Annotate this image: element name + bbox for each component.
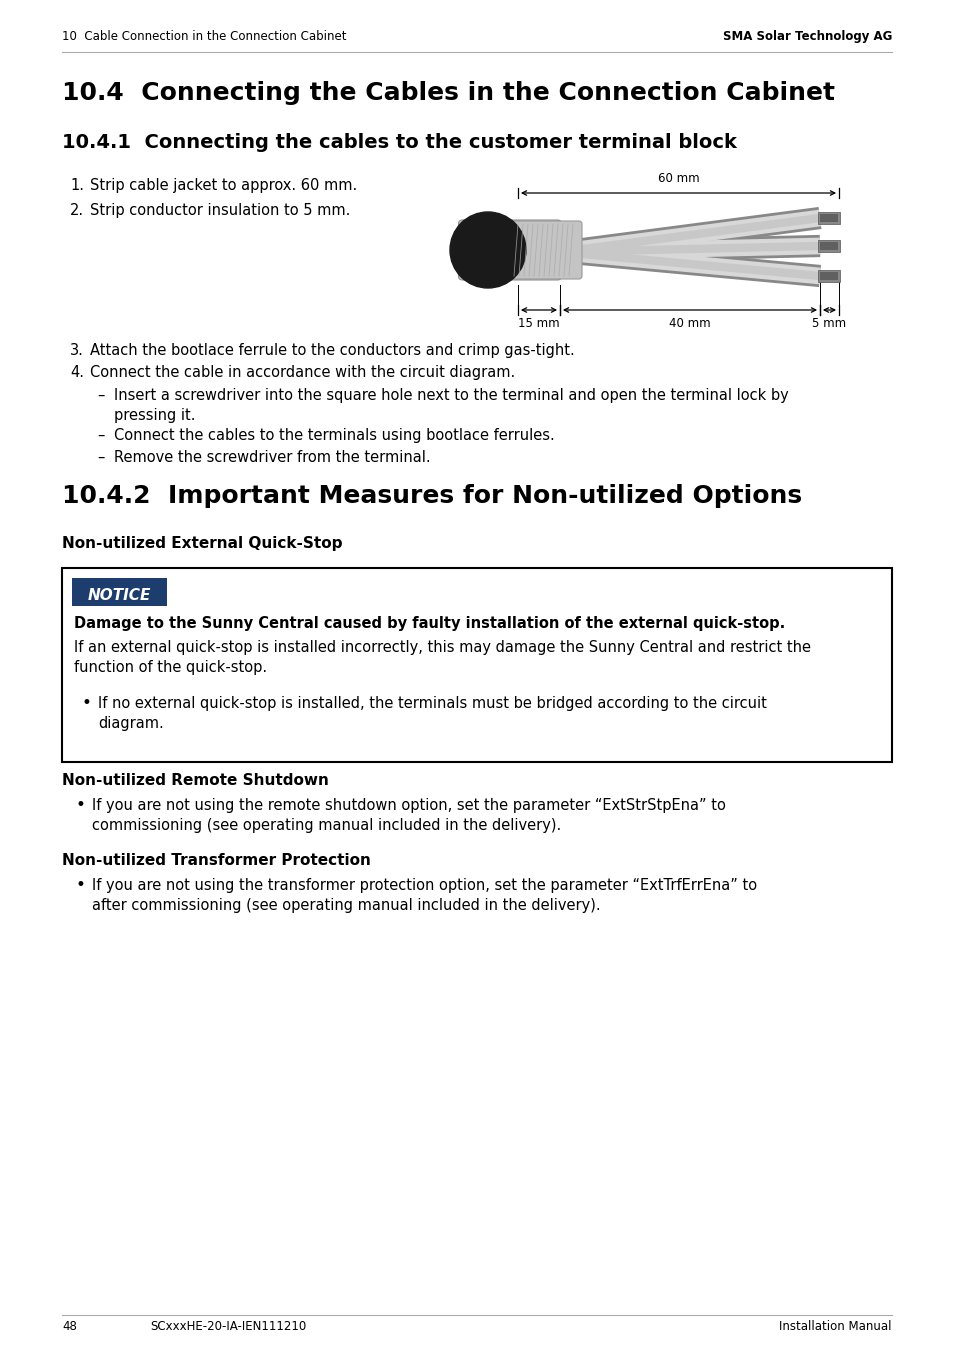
Bar (71, 579, 167, 606)
Text: Insert a screwdriver into the square hole next to the terminal and open the term: Insert a screwdriver into the square hol… (113, 388, 788, 403)
Text: Remove the screwdriver from the terminal.: Remove the screwdriver from the terminal… (113, 450, 430, 465)
Text: Non-utilized External Quick-Stop: Non-utilized External Quick-Stop (62, 535, 342, 552)
Text: SMA Solar Technology AG: SMA Solar Technology AG (721, 30, 891, 43)
Text: 1.: 1. (70, 178, 84, 193)
FancyBboxPatch shape (458, 220, 561, 280)
Text: –: – (97, 429, 104, 443)
Text: –: – (97, 388, 104, 403)
Bar (820, 214, 837, 222)
Text: 10.4  Connecting the Cables in the Connection Cabinet: 10.4 Connecting the Cables in the Connec… (62, 81, 834, 105)
Text: Connect the cables to the terminals using bootlace ferrules.: Connect the cables to the terminals usin… (113, 429, 554, 443)
Bar (820, 272, 837, 280)
Text: If no external quick-stop is installed, the terminals must be bridged according : If no external quick-stop is installed, … (98, 696, 766, 711)
Text: diagram.: diagram. (98, 717, 164, 731)
Text: Non-utilized Transformer Protection: Non-utilized Transformer Protection (62, 853, 371, 868)
Text: Strip cable jacket to approx. 60 mm.: Strip cable jacket to approx. 60 mm. (90, 178, 356, 193)
Text: 2.: 2. (70, 203, 84, 218)
Text: 4.: 4. (70, 365, 84, 380)
Text: 10.4.1  Connecting the cables to the customer terminal block: 10.4.1 Connecting the cables to the cust… (62, 132, 736, 151)
Bar (820, 242, 837, 250)
Text: Attach the bootlace ferrule to the conductors and crimp gas-tight.: Attach the bootlace ferrule to the condu… (90, 343, 574, 358)
Text: after commissioning (see operating manual included in the delivery).: after commissioning (see operating manua… (91, 898, 600, 913)
Text: 5 mm: 5 mm (812, 316, 845, 330)
Bar (62, 568, 891, 763)
Text: •: • (82, 694, 91, 713)
Text: NOTICE: NOTICE (88, 588, 151, 603)
Text: 15 mm: 15 mm (517, 316, 559, 330)
Text: Strip conductor insulation to 5 mm.: Strip conductor insulation to 5 mm. (90, 203, 350, 218)
Text: commissioning (see operating manual included in the delivery).: commissioning (see operating manual incl… (91, 818, 560, 833)
Circle shape (450, 212, 525, 288)
Text: If you are not using the transformer protection option, set the parameter “ExtTr: If you are not using the transformer pro… (91, 877, 760, 894)
Text: •: • (76, 876, 86, 894)
Text: If an external quick-stop is installed incorrectly, this may damage the Sunny Ce: If an external quick-stop is installed i… (74, 639, 810, 654)
Text: 40 mm: 40 mm (668, 316, 710, 330)
Text: Connect the cable in accordance with the circuit diagram.: Connect the cable in accordance with the… (90, 365, 515, 380)
Text: –: – (97, 450, 104, 465)
Bar (817, 241, 840, 251)
Text: pressing it.: pressing it. (113, 408, 195, 423)
Text: 3.: 3. (70, 343, 84, 358)
Text: function of the quick-stop.: function of the quick-stop. (74, 660, 267, 675)
Text: 48: 48 (62, 1320, 77, 1333)
Text: Non-utilized Remote Shutdown: Non-utilized Remote Shutdown (62, 773, 329, 788)
Text: SCxxxHE-20-IA-IEN111210: SCxxxHE-20-IA-IEN111210 (150, 1320, 306, 1333)
Text: 10.4.2  Important Measures for Non-utilized Options: 10.4.2 Important Measures for Non-utiliz… (62, 484, 801, 508)
Text: Installation Manual: Installation Manual (779, 1320, 891, 1333)
FancyBboxPatch shape (511, 220, 581, 279)
Bar (817, 270, 840, 283)
Text: •: • (76, 796, 86, 814)
Bar (817, 212, 840, 224)
Text: 10  Cable Connection in the Connection Cabinet: 10 Cable Connection in the Connection Ca… (62, 30, 346, 43)
Text: If you are not using the remote shutdown option, set the parameter “ExtStrStpEna: If you are not using the remote shutdown… (91, 798, 730, 813)
Text: 60 mm: 60 mm (657, 172, 699, 185)
Text: Damage to the Sunny Central caused by faulty installation of the external quick-: Damage to the Sunny Central caused by fa… (74, 617, 784, 631)
